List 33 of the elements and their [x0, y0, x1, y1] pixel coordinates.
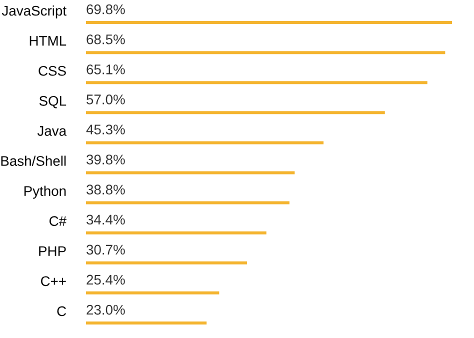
- y-tick-label: Python: [24, 186, 66, 199]
- y-tick-label: C++: [41, 276, 66, 286]
- data-label: 23.0%: [86, 304, 125, 315]
- y-tick-label: Bash/Shell: [1, 156, 66, 166]
- bar: [86, 51, 446, 54]
- bar: [86, 171, 295, 174]
- bar: [86, 141, 324, 144]
- bar: [86, 81, 428, 84]
- data-label: 65.1%: [86, 64, 125, 74]
- data-label: 39.8%: [86, 154, 125, 164]
- data-label: 38.8%: [86, 184, 125, 195]
- y-tick-label: CSS: [38, 66, 66, 76]
- data-label: 45.3%: [86, 124, 125, 134]
- y-tick-label: JavaScript: [2, 5, 66, 18]
- bar: [86, 21, 452, 24]
- bar: [86, 261, 247, 264]
- data-label: 25.4%: [86, 274, 125, 285]
- y-tick-label: C#: [50, 216, 66, 226]
- bar: [86, 291, 220, 294]
- data-label: 34.4%: [86, 214, 125, 225]
- data-label: 69.8%: [86, 4, 125, 14]
- y-tick-label: PHP: [39, 246, 66, 256]
- y-tick-label: Java: [37, 126, 67, 136]
- bar: [86, 201, 290, 204]
- y-tick-label: HTML: [30, 36, 66, 46]
- bar: [86, 321, 207, 324]
- data-label: 30.7%: [86, 244, 125, 255]
- data-label: 57.0%: [86, 94, 125, 104]
- y-tick-label: SQL: [39, 96, 66, 108]
- y-tick-label: C: [57, 306, 66, 316]
- data-label: 68.5%: [86, 34, 125, 44]
- bar: [86, 231, 266, 234]
- bar: [86, 111, 385, 114]
